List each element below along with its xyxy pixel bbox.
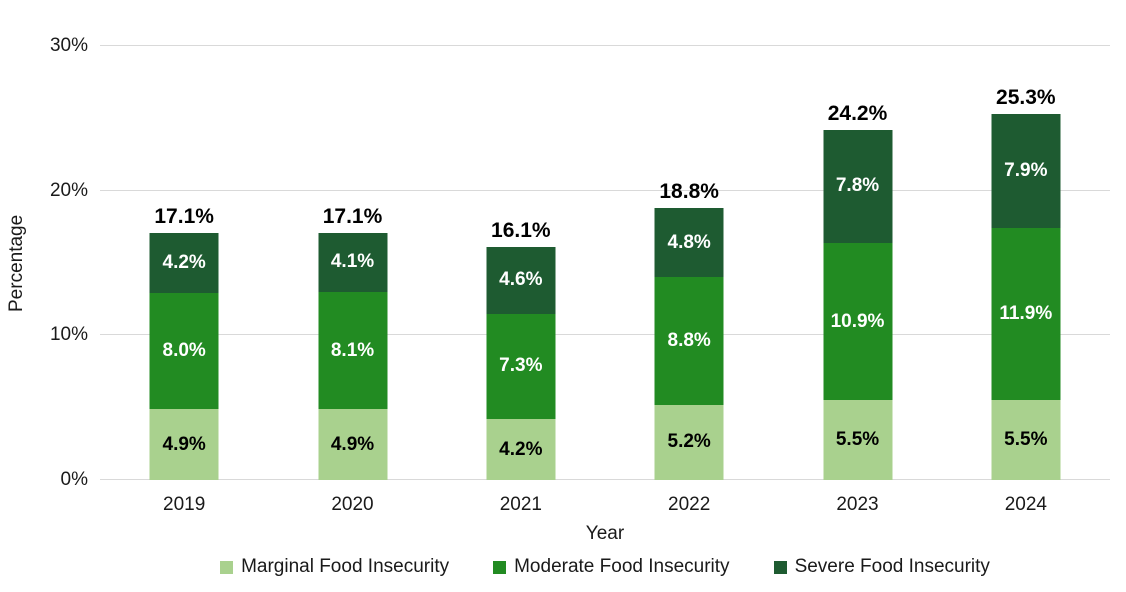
legend-item: Marginal Food Insecurity [220,556,449,578]
bar-2024: 25.3% 5.5% 11.9% 7.9% [991,86,1061,480]
legend-label: Severe Food Insecurity [794,556,990,577]
bar-segment: 8.1% [318,291,387,410]
bar-2019: 17.1% 4.9% 8.0% 4.2% [149,205,219,480]
bar-total-label: 17.1% [322,204,383,228]
legend-item: Severe Food Insecurity [773,556,990,578]
legend: Marginal Food Insecurity Moderate Food In… [100,556,1110,578]
bar-2023: 24.2% 5.5% 10.9% 7.8% [823,102,892,480]
x-tick-label: 2021 [499,494,542,515]
bar-segment: 4.2% [486,419,556,480]
x-tick-label: 2020 [331,494,374,515]
legend-swatch [773,560,787,574]
bar-segment: 8.0% [149,293,219,410]
x-tick-label: 2022 [668,494,711,515]
legend-label: Moderate Food Insecurity [514,556,730,577]
legend-label: Marginal Food Insecurity [241,556,450,577]
y-tick-label: 0% [60,469,88,490]
y-axis-ticks: 0% 10% 20% 30% [0,35,88,490]
bar-segment: 7.3% [486,313,556,420]
legend-swatch [493,560,507,574]
bar-total-label: 16.1% [491,219,551,243]
gridline-0% [100,479,1110,480]
gridline-30% [100,45,1110,46]
bar-total-label: 18.8% [659,180,719,204]
bar-segment: 4.9% [318,409,387,480]
bar-segment: 4.8% [654,208,724,278]
bar-segment: 4.6% [486,247,556,314]
y-tick-label: 20% [49,179,88,201]
legend-swatch [220,560,234,574]
bar-segment: 7.8% [823,129,892,243]
bar-segment: 7.9% [991,114,1061,229]
gridline-10% [100,334,1110,336]
bar-segment: 5.5% [991,400,1061,480]
x-axis-title: Year [585,523,625,544]
bar-total-label: 24.2% [827,101,888,125]
bar-2022: 18.8% 5.2% 8.8% 4.8% [654,180,724,480]
bar-segment: 8.8% [654,277,724,405]
bar-segment: 5.2% [654,404,724,480]
x-axis-ticks: 2019 2020 2021 2022 2023 2024 [100,494,1110,518]
bar-2021: 16.1% 4.2% 7.3% 4.6% [486,219,556,480]
gridline-20% [100,189,1110,191]
x-tick-label: 2023 [836,494,879,515]
x-tick-label: 2019 [163,494,206,515]
bar-segment: 10.9% [823,242,892,401]
bar-segment: 11.9% [991,228,1061,401]
bar-total-label: 17.1% [154,204,214,228]
x-tick-label: 2024 [1004,494,1047,515]
bar-segment: 4.2% [149,232,219,294]
bar-segment: 5.5% [823,400,892,480]
bar-2020: 17.1% 4.9% 8.1% 4.1% [318,205,387,480]
y-tick-label: 30% [49,35,88,56]
bar-segment: 4.1% [318,232,387,292]
plot-area: 17.1% 4.9% 8.0% 4.2% 17.1% 4.9% 8.1% 4.1% 16.1% 4… [100,45,1110,480]
y-tick-label: 10% [49,324,88,346]
bar-segment: 4.9% [149,409,219,480]
bar-total-label: 25.3% [996,86,1056,109]
legend-item: Moderate Food Insecurity [493,556,730,578]
